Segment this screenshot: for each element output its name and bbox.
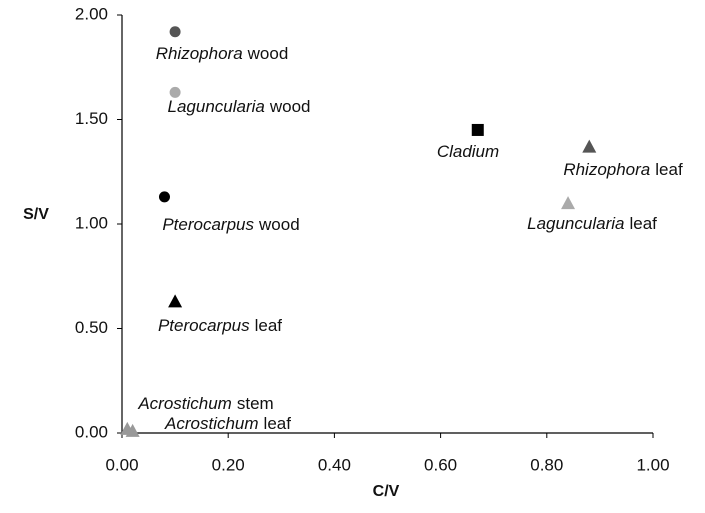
point-label-genus: Acrostichum <box>137 394 232 413</box>
x-tick-label: 0.40 <box>318 455 351 474</box>
point <box>169 26 181 38</box>
y-tick-label: 1.00 <box>75 213 108 232</box>
x-tick-label: 0.80 <box>530 455 563 474</box>
point-label: Acrostichum stem <box>137 394 273 413</box>
point <box>168 294 183 308</box>
point-label-tissue: leaf <box>264 414 292 433</box>
point-label-tissue: wood <box>247 44 289 63</box>
point-label-genus: Pterocarpus <box>162 215 254 234</box>
point <box>582 139 597 153</box>
y-tick-label: 0.00 <box>75 422 108 441</box>
point-label-genus: Cladium <box>437 142 499 161</box>
point <box>125 423 140 437</box>
point-label-tissue: leaf <box>655 160 683 179</box>
y-tick-label: 0.50 <box>75 318 108 337</box>
point <box>158 191 170 203</box>
point-label-genus: Pterocarpus <box>158 316 250 335</box>
point-label-tissue: leaf <box>629 214 657 233</box>
point-label-genus: Laguncularia <box>527 214 624 233</box>
x-tick-label: 0.00 <box>105 455 138 474</box>
point-label: Laguncularia leaf <box>527 214 657 233</box>
point <box>561 196 576 210</box>
y-axis-title: S/V <box>23 206 49 223</box>
point-label: Pterocarpus wood <box>162 215 299 234</box>
point-label: Pterocarpus leaf <box>158 316 282 335</box>
point-label: Acrostichum leaf <box>164 414 291 433</box>
x-tick-label: 0.20 <box>212 455 245 474</box>
point-label: Laguncularia wood <box>168 97 311 116</box>
point-label-genus: Acrostichum <box>164 414 259 433</box>
point-label-tissue: wood <box>269 97 311 116</box>
point <box>169 86 181 98</box>
point-label: Rhizophora leaf <box>563 160 683 179</box>
point-label-tissue: leaf <box>255 316 283 335</box>
point-label: Rhizophora wood <box>156 44 289 63</box>
point-label-tissue: stem <box>237 394 274 413</box>
point-label: Cladium <box>437 142 499 161</box>
x-axis-title: C/V <box>373 483 400 500</box>
point <box>471 123 484 136</box>
y-tick-label: 2.00 <box>75 4 108 23</box>
point-label-tissue: wood <box>258 215 300 234</box>
point-label-genus: Rhizophora <box>563 160 650 179</box>
x-tick-label: 0.60 <box>424 455 457 474</box>
point-label-genus: Rhizophora <box>156 44 243 63</box>
x-tick-label: 1.00 <box>636 455 669 474</box>
point-label-genus: Laguncularia <box>168 97 265 116</box>
y-tick-label: 1.50 <box>75 109 108 128</box>
